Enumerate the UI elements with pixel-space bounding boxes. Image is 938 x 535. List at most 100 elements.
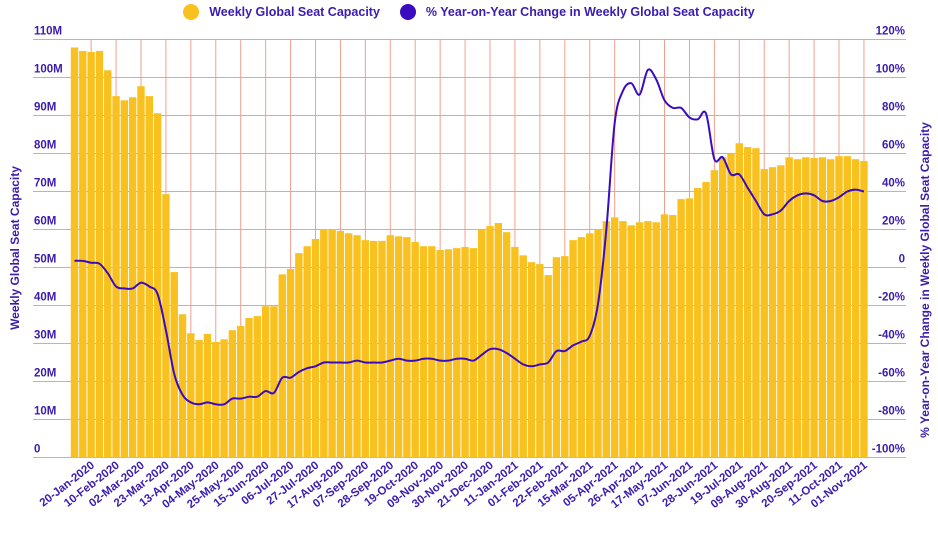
legend-swatch-capacity: [183, 4, 200, 20]
capacity-bar: [694, 188, 702, 458]
capacity-bar: [569, 240, 577, 458]
left-tick-label: 0: [34, 444, 40, 456]
capacity-bar: [187, 333, 195, 458]
capacity-bar: [552, 257, 561, 458]
capacity-bar: [835, 156, 843, 458]
right-tick-label: 20%: [882, 216, 905, 228]
right-tick-label: -80%: [878, 406, 905, 418]
capacity-bar: [827, 159, 835, 458]
left-axis-title: Weekly Global Seat Capacity: [8, 166, 22, 330]
capacity-bar: [594, 229, 602, 458]
capacity-bar: [345, 233, 353, 458]
capacity-bar: [652, 222, 660, 458]
right-tick-label: -60%: [878, 368, 905, 380]
left-axis-ticks: 0 10M 20M 30M 40M 50M 60M 70M 80M 90M 100M 110M: [34, 26, 63, 456]
capacity-bar: [544, 275, 552, 458]
capacity-bar: [403, 237, 411, 458]
capacity-bar: [793, 159, 802, 458]
capacity-bar: [436, 250, 444, 458]
capacity-bar: [195, 340, 203, 458]
capacity-bar: [502, 232, 511, 458]
right-tick-label: 0: [899, 254, 905, 266]
yoy-line: [74, 68, 865, 406]
bar-series: [70, 47, 868, 458]
capacity-bar: [802, 157, 810, 458]
capacity-bar: [278, 274, 286, 458]
capacity-bar: [79, 50, 87, 458]
capacity-bar: [245, 318, 253, 458]
capacity-bar: [353, 235, 361, 458]
capacity-bar: [843, 156, 852, 458]
legend: Weekly Global Seat Capacity % Year-on-Ye…: [0, 4, 938, 20]
left-tick-label: 10M: [34, 406, 56, 418]
capacity-bar: [644, 221, 652, 458]
capacity-bar: [203, 334, 212, 458]
capacity-bar: [577, 237, 586, 458]
left-tick-label: 110M: [34, 26, 62, 38]
capacity-bar: [669, 215, 677, 458]
right-axis-ticks: -100% -80% -60% -40% -20% 0 20% 40% 60% 80% 100% 12…: [872, 26, 905, 456]
capacity-bar: [619, 221, 627, 458]
capacity-bar: [361, 240, 370, 458]
capacity-bar: [394, 236, 403, 458]
right-tick-label: -100%: [872, 444, 905, 456]
capacity-bar: [760, 169, 768, 458]
capacity-bar: [444, 249, 453, 458]
right-tick-label: 100%: [876, 64, 905, 76]
left-tick-label: 50M: [34, 254, 56, 266]
right-axis-title: % Year-on-Year Change in Weekly Global S…: [918, 122, 932, 438]
capacity-bar: [261, 306, 270, 458]
capacity-bar: [660, 214, 669, 458]
legend-label-capacity: Weekly Global Seat Capacity: [209, 5, 380, 19]
capacity-bar: [635, 222, 644, 458]
capacity-bar: [378, 240, 386, 458]
capacity-bar: [477, 229, 486, 458]
capacity-bar: [212, 341, 220, 458]
left-tick-label: 70M: [34, 178, 56, 190]
capacity-bar: [602, 221, 611, 458]
capacity-bar: [677, 199, 685, 458]
capacity-bar: [220, 339, 228, 458]
capacity-bar: [461, 246, 469, 458]
capacity-bar: [295, 253, 303, 458]
capacity-bar: [727, 153, 735, 458]
capacity-bar: [70, 47, 79, 458]
capacity-bar: [228, 330, 237, 458]
capacity-bar: [270, 306, 278, 458]
capacity-bar: [178, 314, 187, 458]
left-tick-label: 60M: [34, 216, 56, 228]
capacity-bar: [137, 86, 145, 458]
legend-item-capacity[interactable]: Weekly Global Seat Capacity: [183, 4, 380, 20]
capacity-bar: [303, 246, 311, 458]
right-tick-label: 60%: [882, 140, 905, 152]
capacity-bar: [718, 157, 727, 458]
capacity-bar: [411, 242, 419, 458]
right-tick-label: -40%: [878, 330, 905, 342]
capacity-bar: [702, 182, 710, 458]
left-tick-label: 40M: [34, 292, 56, 304]
right-tick-label: 40%: [882, 178, 905, 190]
capacity-bar: [95, 50, 104, 458]
capacity-bar: [419, 246, 428, 458]
capacity-bar: [527, 262, 536, 458]
capacity-bar: [170, 272, 178, 458]
capacity-bar: [810, 158, 818, 458]
capacity-bar: [112, 96, 120, 458]
capacity-bar: [386, 235, 394, 458]
capacity-bar: [752, 148, 760, 458]
capacity-bar: [586, 233, 594, 458]
capacity-bar: [536, 264, 544, 458]
capacity-bar: [561, 256, 569, 458]
capacity-bar: [286, 269, 295, 458]
legend-swatch-yoy: [399, 4, 416, 20]
right-tick-label: 120%: [876, 26, 905, 38]
capacity-bar: [153, 113, 162, 458]
left-tick-label: 90M: [34, 102, 56, 114]
capacity-bar: [237, 326, 245, 458]
capacity-bar: [120, 100, 129, 458]
capacity-bar: [311, 239, 320, 458]
legend-item-yoy[interactable]: % Year-on-Year Change in Weekly Global S…: [399, 4, 755, 20]
capacity-bar: [627, 225, 635, 458]
capacity-bar: [104, 70, 112, 458]
